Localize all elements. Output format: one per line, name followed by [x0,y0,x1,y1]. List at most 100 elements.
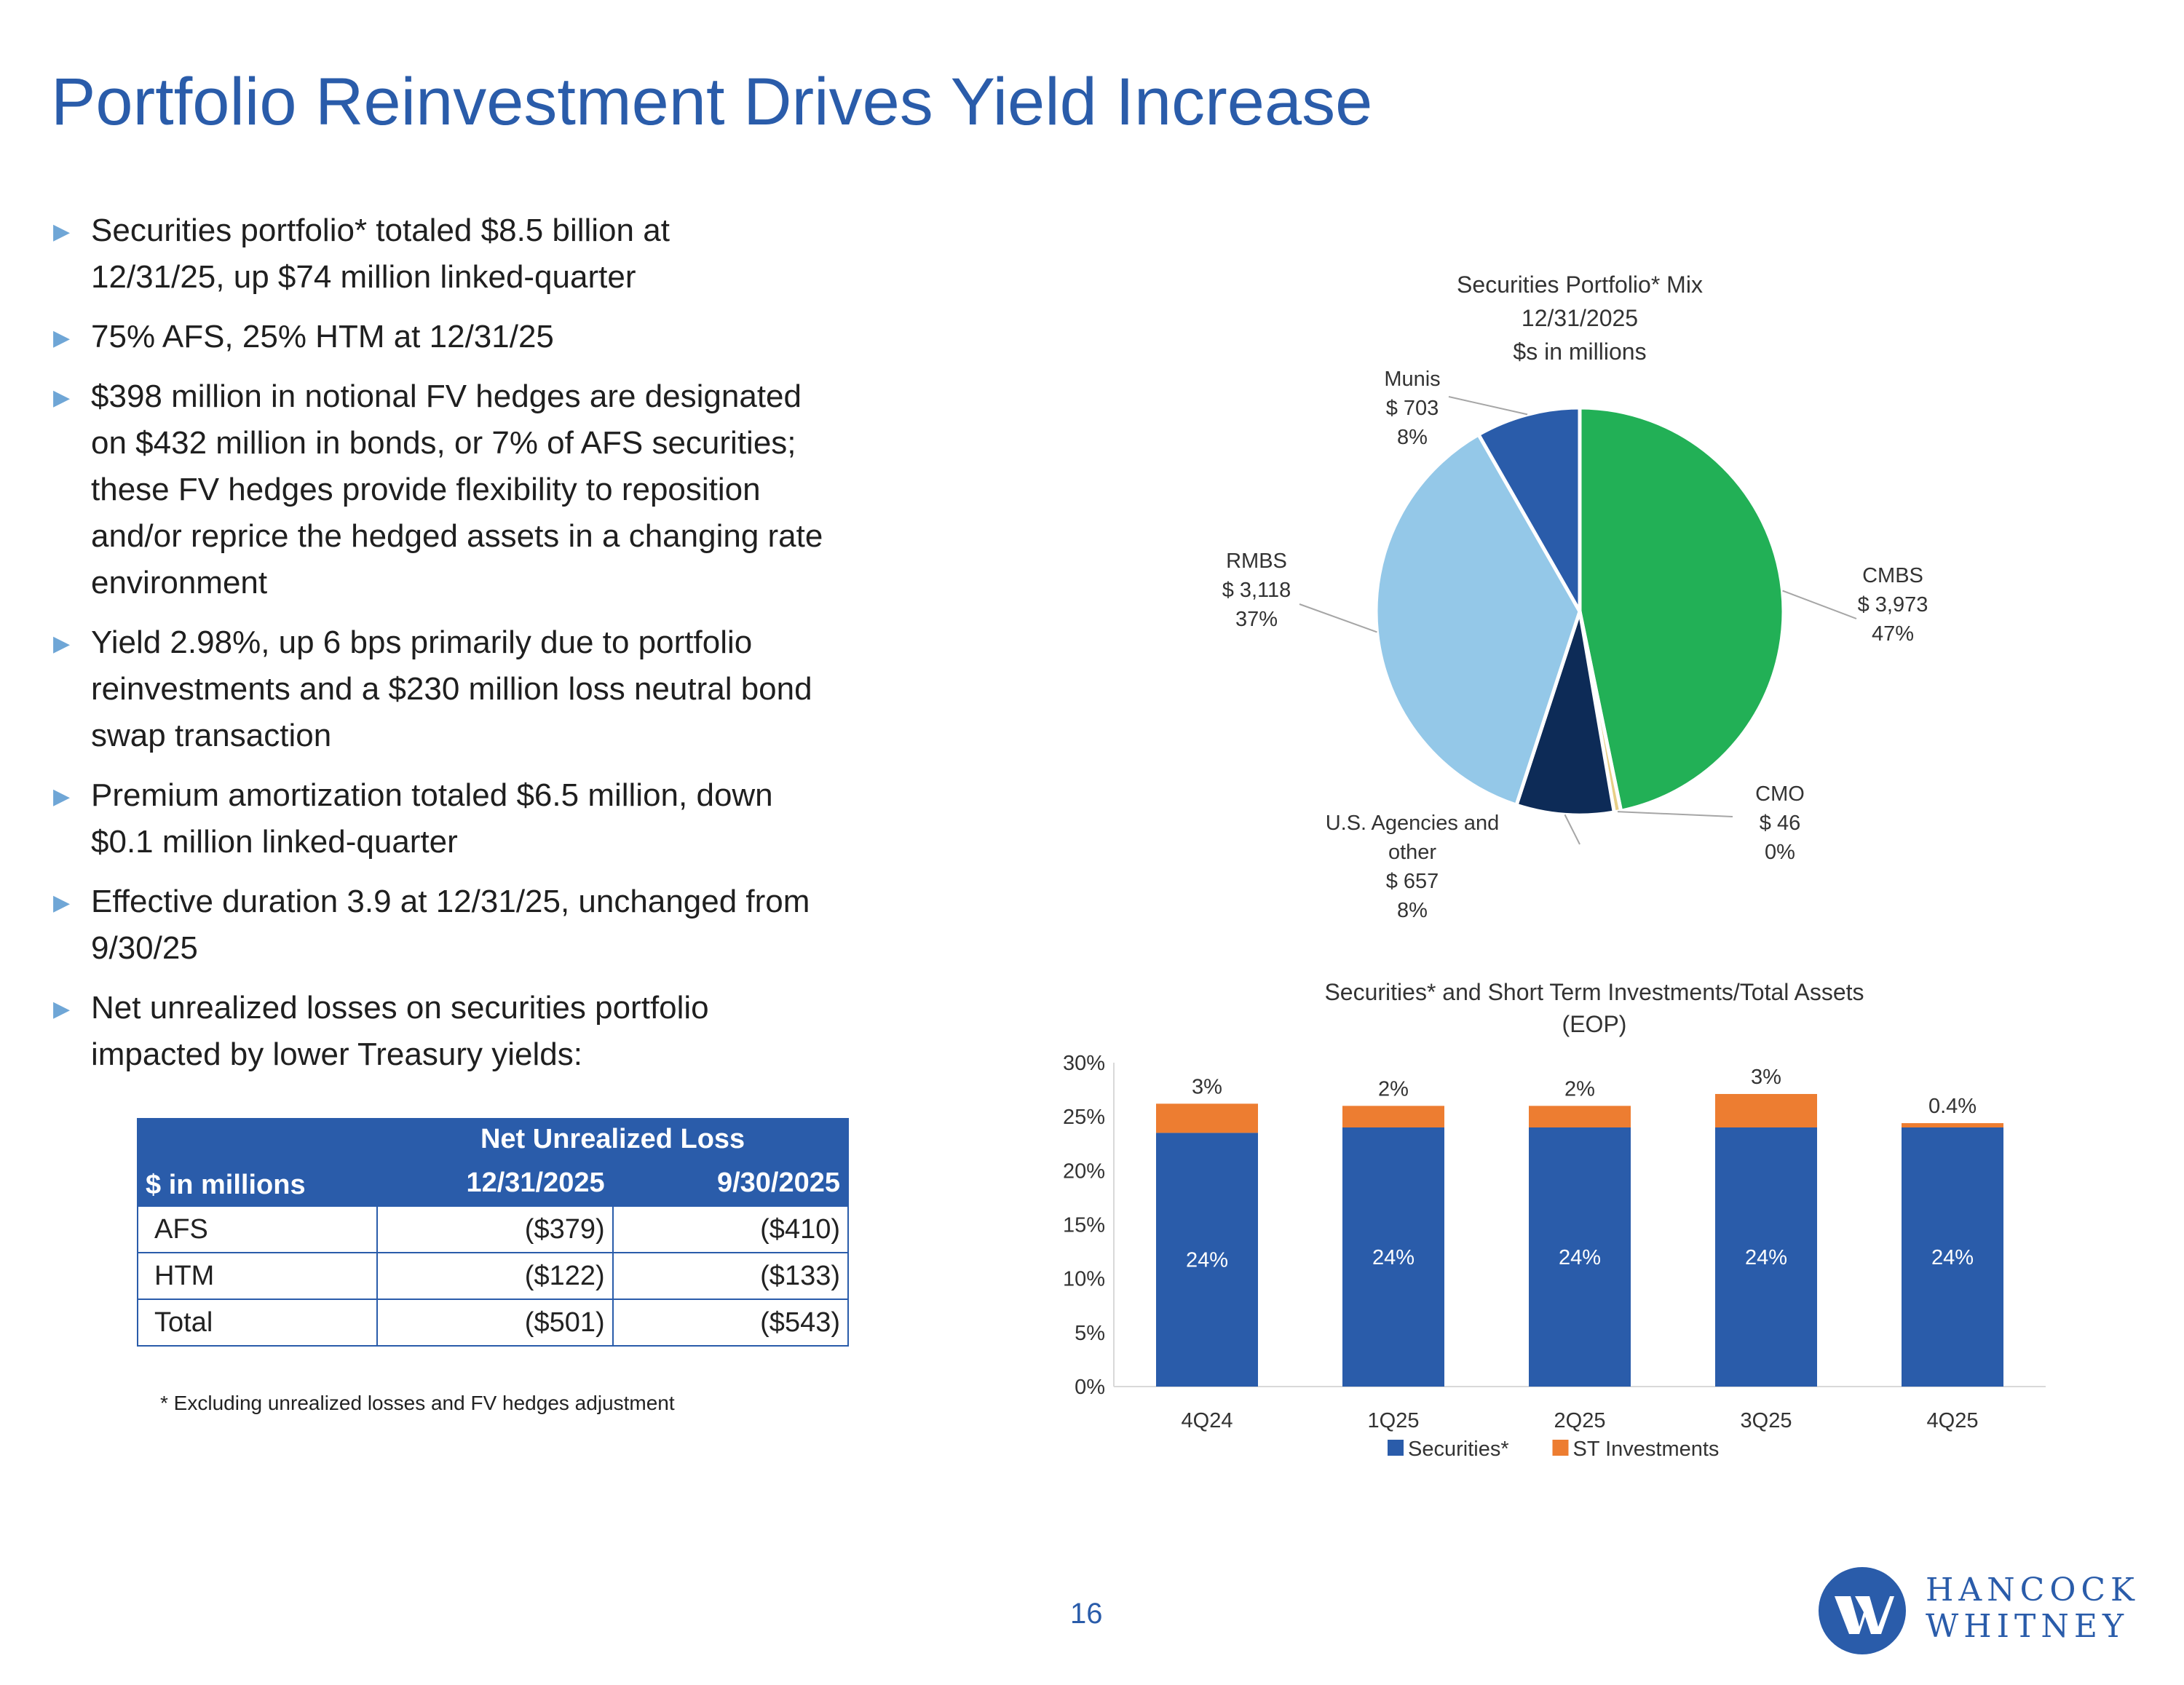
bullet-arrow-icon: ▶ [53,785,71,809]
y-tick-label: 20% [1063,1159,1105,1183]
bar-chart-title-line: Securities* and Short Term Investments/T… [1324,979,1864,1005]
bullet-line: Effective duration 3.9 at 12/31/25, unch… [91,884,810,919]
securities-bar [1342,1127,1444,1387]
pie-data-label: $ 46 [1760,812,1800,835]
y-tick-label: 15% [1063,1214,1105,1237]
bullet-item: ▶ Effective duration 3.9 at 12/31/25, unc… [53,879,994,972]
st-investments-bar [1529,1106,1631,1127]
y-tick-label: 10% [1063,1268,1105,1291]
table-row: Total ($501) ($543) [136,1299,850,1347]
bullet-line: Yield 2.98%, up 6 bps primarily due to p… [91,625,753,660]
legend-swatch [1388,1440,1404,1456]
pie-data-label: 8% [1397,899,1428,922]
bullet-arrow-icon: ▶ [53,220,71,244]
bullet-item: ▶ $398 million in notional FV hedges are … [53,373,994,606]
pie-title-line: Securities Portfolio* Mix [1457,271,1703,298]
table-row: HTM ($122) ($133) [136,1252,850,1300]
bar-chart-title-line: (EOP) [1562,1011,1627,1037]
table-row: AFS ($379) ($410) [136,1205,850,1253]
bar-data-label: 24% [1372,1246,1415,1269]
unrealized-loss-table: $ in millions Net Unrealized Loss 12/31/… [136,1118,850,1347]
pie-data-label: U.S. Agencies and [1326,812,1500,835]
page-number: 16 [1070,1598,1103,1630]
bullet-line: 75% AFS, 25% HTM at 12/31/25 [91,319,554,354]
table-column-header: 12/31/2025 [376,1159,614,1207]
pie-slice [1578,405,1786,814]
table-group-header: Net Unrealized Loss [376,1118,849,1160]
bar-data-label: 24% [1559,1246,1601,1269]
pie-data-label: RMBS [1226,550,1287,573]
table-unit-label: $ in millions [136,1118,379,1207]
bar-data-label: 24% [1931,1246,1974,1269]
bullet-line: 9/30/25 [91,930,198,966]
bar-data-label: 0.4% [1928,1095,1977,1118]
pie-data-label: CMBS [1862,564,1923,587]
pie-leader-line [1782,590,1857,619]
pie-data-label: 47% [1872,622,1914,646]
pie-data-label: 8% [1397,426,1428,449]
bullet-arrow-icon: ▶ [53,632,71,656]
bar-data-label: 3% [1751,1066,1781,1089]
securities-bar [1902,1127,2003,1387]
bullet-item: ▶ Securities portfolio* totaled $8.5 bill… [53,207,994,301]
pie-data-label: Munis [1384,368,1440,391]
bar-data-label: 2% [1564,1077,1595,1101]
bullet-line: reinvestments and a $230 million loss ne… [91,671,812,707]
pie-title-line: $s in millions [1513,338,1646,365]
pie-leader-line [1617,811,1733,817]
page-title: Portfolio Reinvestment Drives Yield Incr… [51,65,1373,139]
pie-leader-line [1299,603,1377,633]
securities-bar [1715,1127,1817,1387]
bullet-line: environment [91,565,268,600]
legend-swatch [1552,1440,1569,1456]
securities-bar-chart: Securities* and Short Term Investments/T… [1063,979,2046,1461]
pie-slice [1476,405,1582,619]
bullet-item: ▶ Net unrealized losses on securities por… [53,985,994,1078]
bar-data-label: 2% [1378,1077,1409,1101]
bullet-arrow-icon: ▶ [53,386,71,410]
bullet-line: $0.1 million linked-quarter [91,824,458,860]
bullet-line: Premium amortization totaled $6.5 millio… [91,777,773,813]
bullet-line: Securities portfolio* totaled $8.5 billi… [91,213,670,248]
y-tick-label: 0% [1075,1376,1105,1399]
pie-data-label: $ 703 [1386,397,1439,420]
table-cell: ($379) [376,1205,614,1253]
legend-label: Securities* [1408,1438,1509,1461]
row-label: AFS [136,1205,379,1253]
bullet-line: these FV hedges provide flexibility to r… [91,472,761,507]
bullet-arrow-icon: ▶ [53,326,71,350]
bullet-item: ▶ Premium amortization totaled $6.5 milli… [53,772,994,865]
pie-slice [1374,432,1582,808]
st-investments-bar [1715,1094,1817,1127]
securities-bar [1156,1133,1258,1387]
table-cell: ($543) [612,1299,850,1347]
bullet-item: ▶ Yield 2.98%, up 6 bps primarily due to … [53,619,994,759]
st-investments-bar [1902,1123,2003,1127]
bullet-line: $398 million in notional FV hedges are d… [91,378,802,414]
pie-data-label: 0% [1765,841,1795,864]
x-tick-label: 1Q25 [1368,1409,1420,1432]
pie-data-label: CMO [1755,782,1805,806]
bullet-line: swap transaction [91,718,332,753]
x-tick-label: 3Q25 [1741,1409,1792,1432]
y-tick-label: 25% [1063,1106,1105,1129]
pie-leader-line [1448,396,1528,416]
y-tick-label: 30% [1063,1052,1105,1075]
logo-line-1: HANCOCK [1926,1571,2140,1609]
bullet-list: ▶ Securities portfolio* totaled $8.5 bill… [53,207,994,1091]
bullet-item: ▶ 75% AFS, 25% HTM at 12/31/25 [53,314,994,360]
table-cell: ($133) [612,1252,850,1300]
st-investments-bar [1156,1103,1258,1133]
x-tick-label: 4Q25 [1927,1409,1979,1432]
legend-label: ST Investments [1573,1438,1720,1461]
hancock-whitney-logo-icon [1819,1567,1906,1654]
bar-data-label: 24% [1745,1246,1787,1269]
logo-wordmark: HANCOCK WHITNEY [1926,1572,2140,1645]
pie-data-label: $ 657 [1386,870,1439,893]
bullet-line: Net unrealized losses on securities port… [91,990,709,1026]
st-investments-bar [1342,1106,1444,1127]
securities-bar [1529,1127,1631,1387]
bar-data-label: 24% [1186,1249,1228,1272]
bullet-line: on $432 million in bonds, or 7% of AFS s… [91,425,796,461]
securities-mix-pie-chart: Securities Portfolio* Mix 12/31/2025 $s in… [1222,271,1928,922]
